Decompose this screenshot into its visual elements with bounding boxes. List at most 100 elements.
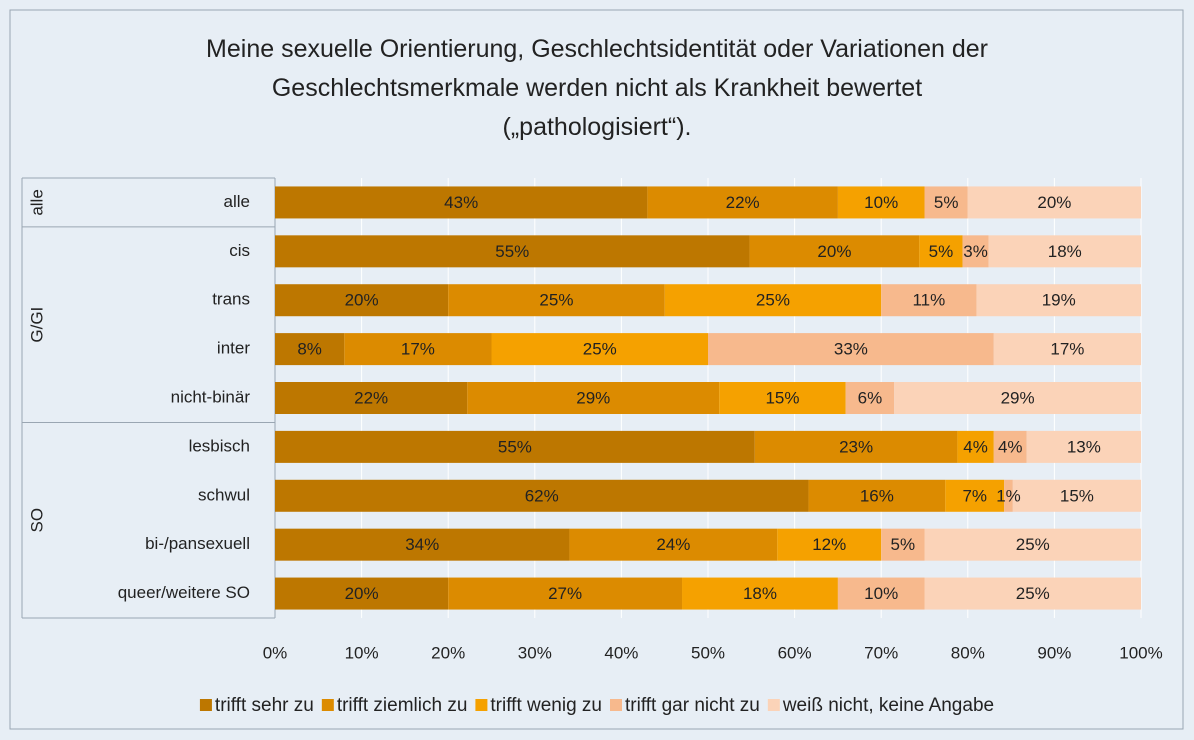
data-label: 34% <box>405 535 439 554</box>
data-label: 20% <box>345 584 379 603</box>
bar-segment <box>837 577 925 610</box>
legend-swatch <box>610 699 622 711</box>
data-label: 55% <box>498 437 532 456</box>
data-label: 25% <box>583 340 617 359</box>
bar-segment <box>993 333 1141 366</box>
group-label: alle <box>27 189 46 215</box>
bar-segment <box>275 333 345 366</box>
bar-segment <box>881 528 925 561</box>
data-label: 20% <box>1037 193 1071 212</box>
bar-segment <box>976 284 1141 317</box>
data-label: 22% <box>354 388 388 407</box>
data-label: 5% <box>934 193 959 212</box>
bars <box>275 186 1141 610</box>
data-label: 20% <box>345 291 379 310</box>
data-label: 7% <box>962 486 987 505</box>
bar-segment <box>845 382 895 414</box>
data-label: 10% <box>864 193 898 212</box>
bar-segment <box>957 430 994 463</box>
legend-swatch <box>321 699 334 711</box>
x-tick-label: 30% <box>518 643 552 662</box>
data-label: 25% <box>756 291 790 310</box>
bar-segment <box>919 235 963 268</box>
x-tick-label: 40% <box>604 643 638 662</box>
bar-segment <box>275 235 750 268</box>
bar-segment <box>754 430 958 463</box>
chart-border <box>9 9 1184 730</box>
category-label: queer/weitere SO <box>118 583 250 602</box>
data-label: 29% <box>1001 388 1035 407</box>
data-label: 13% <box>1067 437 1101 456</box>
bar-segment <box>808 479 946 512</box>
bar-segment <box>344 333 492 366</box>
data-label: 5% <box>891 535 916 554</box>
category-label: trans <box>212 290 250 309</box>
data-label: 8% <box>297 340 322 359</box>
data-label: 17% <box>1050 340 1084 359</box>
data-label: 18% <box>743 584 777 603</box>
x-tick-label: 0% <box>263 643 288 662</box>
data-label: 17% <box>401 340 435 359</box>
bar-segment <box>924 528 1141 561</box>
category-label: inter <box>217 339 250 358</box>
group-label: G/GI <box>27 307 46 343</box>
data-label: 4% <box>963 437 988 456</box>
bar-segment <box>967 186 1141 219</box>
legend-label: trifft gar nicht zu <box>625 695 760 716</box>
bar-segment <box>924 577 1141 610</box>
bar-segment <box>1026 430 1141 463</box>
bar-segment <box>682 577 838 610</box>
bar-segment <box>275 284 449 317</box>
bar-segment <box>569 528 778 561</box>
bar-segment <box>749 235 920 268</box>
category-label: lesbisch <box>189 436 250 455</box>
data-label: 25% <box>1016 535 1050 554</box>
bar-segment <box>837 186 925 219</box>
legend-label: weiß nicht, keine Angabe <box>782 695 994 716</box>
x-tick-label: 90% <box>1037 643 1071 662</box>
bar-segment <box>894 382 1141 414</box>
bar-segment <box>993 430 1027 463</box>
legend-label: trifft wenig zu <box>490 695 602 716</box>
bar-segment <box>275 430 755 463</box>
bar-segment <box>448 577 683 610</box>
data-label: 15% <box>1060 486 1094 505</box>
legend-label: trifft sehr zu <box>215 695 314 716</box>
group-label: SO <box>27 508 46 533</box>
x-tick-label: 10% <box>345 643 379 662</box>
category-label: schwul <box>198 485 250 504</box>
x-tick-label: 100% <box>1119 643 1162 662</box>
legend-swatch <box>199 699 212 711</box>
bar-segment <box>647 186 838 219</box>
data-label: 4% <box>998 437 1023 456</box>
bar-segment <box>924 186 968 219</box>
data-label: 33% <box>834 340 868 359</box>
bar-segment <box>988 235 1141 268</box>
x-tick-label: 70% <box>864 643 898 662</box>
data-label: 5% <box>929 242 954 261</box>
bar-segment <box>448 284 665 317</box>
bar-segment <box>275 186 648 219</box>
bar-segment <box>1012 479 1141 512</box>
data-label: 16% <box>860 486 894 505</box>
data-label: 15% <box>765 388 799 407</box>
x-tick-label: 80% <box>951 643 985 662</box>
bar-segment <box>719 382 846 414</box>
data-label: 18% <box>1048 242 1082 261</box>
bar-segment <box>467 382 720 414</box>
category-label: bi-/pansexuell <box>145 534 250 553</box>
data-label: 20% <box>817 242 851 261</box>
bar-segment <box>962 235 989 268</box>
category-label: nicht-binär <box>171 387 251 406</box>
category-label: cis <box>229 241 250 260</box>
bar-segment <box>945 479 1005 512</box>
data-label: 22% <box>726 193 760 212</box>
data-label: 10% <box>864 584 898 603</box>
data-label: 24% <box>656 535 690 554</box>
bar-segment <box>275 479 809 512</box>
x-tick-label: 60% <box>778 643 812 662</box>
data-label: 62% <box>525 486 559 505</box>
data-label: 25% <box>1016 584 1050 603</box>
